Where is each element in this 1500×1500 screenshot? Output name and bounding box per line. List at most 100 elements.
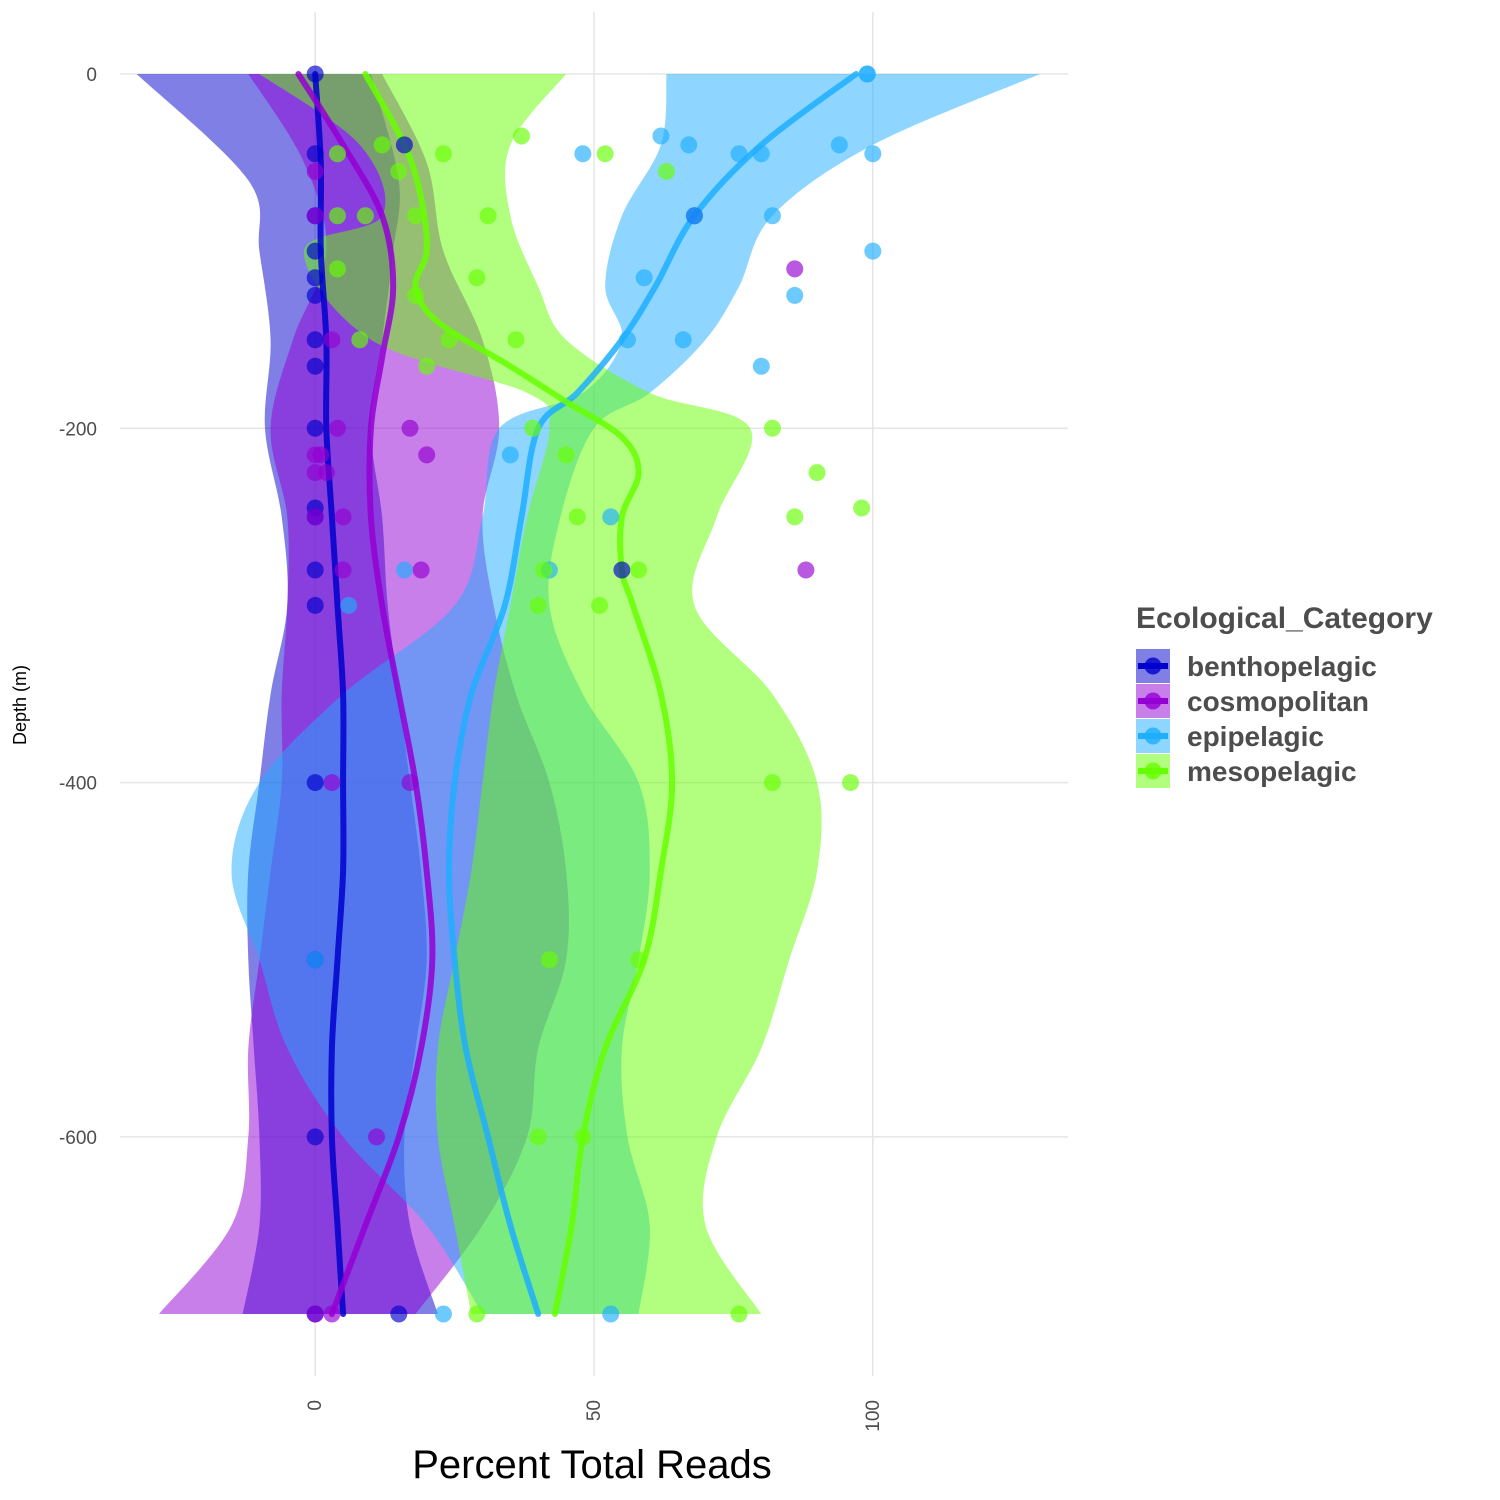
point-cosmopolitan-18 (786, 260, 804, 278)
smooth-line-mesopelagic (362, 71, 676, 1317)
point-mesopelagic-36 (730, 1305, 748, 1323)
band-mesopelagic (259, 74, 822, 1314)
y-axis-title: Depth (m) (10, 665, 30, 745)
point-mesopelagic-21 (808, 464, 826, 482)
point-benthopelagic-1 (306, 145, 324, 163)
point-benthopelagic-0 (306, 65, 324, 83)
point-epipelagic-23 (602, 1305, 620, 1323)
point-cosmopolitan-17 (368, 1128, 386, 1146)
x-axis-title: Percent Total Reads (412, 1443, 771, 1487)
point-epipelagic-16 (752, 357, 770, 375)
point-benthopelagic-15 (306, 1128, 324, 1146)
point-epipelagic-12 (635, 269, 653, 287)
point-epipelagic-8 (864, 145, 882, 163)
point-epipelagic-13 (786, 286, 804, 304)
point-epipelagic-5 (730, 145, 748, 163)
legend-label-mesopelagic: mesopelagic (1187, 756, 1357, 787)
point-benthopelagic-3 (306, 242, 324, 260)
point-mesopelagic-13 (407, 286, 425, 304)
legend-label-epipelagic: epipelagic (1187, 721, 1324, 752)
point-mesopelagic-32 (630, 951, 648, 969)
point-mesopelagic-24 (853, 499, 871, 517)
point-epipelagic-3 (680, 136, 698, 154)
point-cosmopolitan-6 (317, 464, 335, 482)
point-epipelagic-17 (501, 446, 519, 464)
point-epipelagic-15 (674, 331, 692, 349)
point-benthopelagic-12 (306, 596, 324, 614)
point-mesopelagic-4 (596, 145, 614, 163)
y-tick-label-1: -200 (59, 419, 97, 440)
point-mesopelagic-30 (842, 774, 860, 792)
point-mesopelagic-26 (630, 561, 648, 579)
legend-item-mesopelagic: mesopelagic (1136, 754, 1357, 788)
point-epipelagic-6 (752, 145, 770, 163)
point-epipelagic-14 (618, 331, 636, 349)
point-mesopelagic-14 (351, 331, 369, 349)
smooth-line-epipelagic (445, 71, 860, 1317)
point-benthopelagic-5 (306, 286, 324, 304)
legend-label-cosmopolitan: cosmopolitan (1187, 686, 1369, 717)
legend-item-epipelagic: epipelagic (1136, 719, 1324, 753)
point-mesopelagic-25 (535, 561, 553, 579)
point-cosmopolitan-15 (412, 561, 430, 579)
point-mesopelagic-35 (468, 1305, 486, 1323)
point-mesopelagic-1 (373, 136, 391, 154)
point-epipelagic-22 (434, 1305, 452, 1323)
point-mesopelagic-7 (328, 207, 346, 225)
legend-item-cosmopolitan: cosmopolitan (1136, 684, 1369, 718)
point-benthopelagic-17 (390, 1305, 408, 1323)
point-epipelagic-20 (340, 596, 358, 614)
legend-title: Ecological_Category (1136, 602, 1433, 635)
legend-item-benthopelagic: benthopelagic (1136, 649, 1377, 683)
point-benthopelagic-7 (306, 357, 324, 375)
point-mesopelagic-11 (328, 260, 346, 278)
point-cosmopolitan-5 (312, 446, 330, 464)
point-mesopelagic-15 (440, 331, 458, 349)
legend-key-point-mesopelagic (1144, 762, 1162, 780)
point-mesopelagic-2 (434, 145, 452, 163)
point-mesopelagic-6 (657, 162, 675, 180)
point-benthopelagic-8 (306, 419, 324, 437)
point-mesopelagic-9 (407, 207, 425, 225)
y-tick-label-2: -400 (59, 774, 97, 795)
point-mesopelagic-27 (529, 596, 547, 614)
x-tick-label-1: 50 (584, 1400, 605, 1421)
point-cosmopolitan-4 (306, 508, 324, 526)
point-epipelagic-10 (763, 207, 781, 225)
y-tick-label-3: -600 (59, 1128, 97, 1149)
point-cosmopolitan-8 (328, 419, 346, 437)
confidence-bands (136, 74, 1041, 1314)
point-epipelagic-24 (395, 561, 413, 579)
point-cosmopolitan-0 (306, 162, 324, 180)
point-mesopelagic-33 (529, 1128, 547, 1146)
point-epipelagic-21 (306, 951, 324, 969)
point-mesopelagic-8 (356, 207, 374, 225)
point-benthopelagic-6 (306, 331, 324, 349)
point-cosmopolitan-7 (323, 331, 341, 349)
data-points (306, 65, 882, 1323)
legend-key-point-cosmopolitan (1144, 692, 1162, 710)
point-mesopelagic-0 (328, 145, 346, 163)
smooth-lines (295, 71, 860, 1317)
y-axis-ticks: 0 -200 -400 -600 (59, 65, 97, 1149)
point-benthopelagic-13 (306, 774, 324, 792)
point-mesopelagic-17 (418, 357, 436, 375)
point-epipelagic-4 (574, 145, 592, 163)
point-mesopelagic-34 (574, 1128, 592, 1146)
point-cosmopolitan-20 (306, 1305, 324, 1323)
point-epipelagic-11 (864, 242, 882, 260)
legend-key-point-benthopelagic (1144, 657, 1162, 675)
point-benthopelagic-4 (306, 269, 324, 287)
point-mesopelagic-22 (568, 508, 586, 526)
point-mesopelagic-3 (513, 127, 531, 145)
point-epipelagic-18 (602, 508, 620, 526)
x-axis-ticks: 0 50 100 (305, 1400, 884, 1432)
legend: Ecological_Category benthopelagic cosmopo… (1136, 602, 1433, 788)
point-cosmopolitan-16 (401, 774, 419, 792)
point-cosmopolitan-14 (418, 446, 436, 464)
point-mesopelagic-10 (479, 207, 497, 225)
point-mesopelagic-28 (591, 596, 609, 614)
point-cosmopolitan-9 (334, 508, 352, 526)
point-epipelagic-2 (652, 127, 670, 145)
